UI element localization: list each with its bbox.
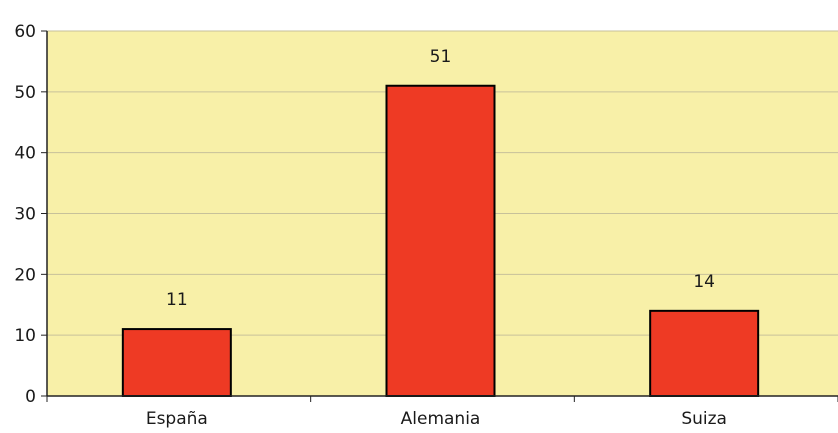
x-tick-label-alemania: Alemania: [401, 409, 481, 429]
y-tick-label-10: 10: [14, 326, 36, 346]
axes: [41, 30, 838, 402]
x-tick-label-suiza: Suiza: [681, 409, 727, 429]
data-label-alemania: 51: [430, 47, 452, 67]
y-tick-label-0: 0: [25, 387, 36, 407]
y-tick-label-40: 40: [14, 144, 36, 164]
bar-suiza: [649, 309, 760, 398]
data-labels: 11 51 14: [166, 47, 715, 310]
x-tick-label-españa: España: [146, 409, 208, 429]
bar-alemania: [385, 84, 496, 397]
y-tick-label-20: 20: [14, 265, 36, 285]
x-tick-labels: España Alemania Suiza: [146, 409, 727, 429]
y-tick-label-30: 30: [14, 205, 36, 225]
y-tick-label-60: 60: [14, 22, 36, 42]
y-tick-label-50: 50: [14, 83, 36, 103]
bars: [121, 84, 760, 398]
data-label-españa: 11: [166, 290, 188, 310]
y-tick-labels: 0 10 20 30 40 50 60: [14, 22, 36, 407]
bar-españa: [121, 328, 232, 398]
data-label-suiza: 14: [693, 272, 715, 292]
